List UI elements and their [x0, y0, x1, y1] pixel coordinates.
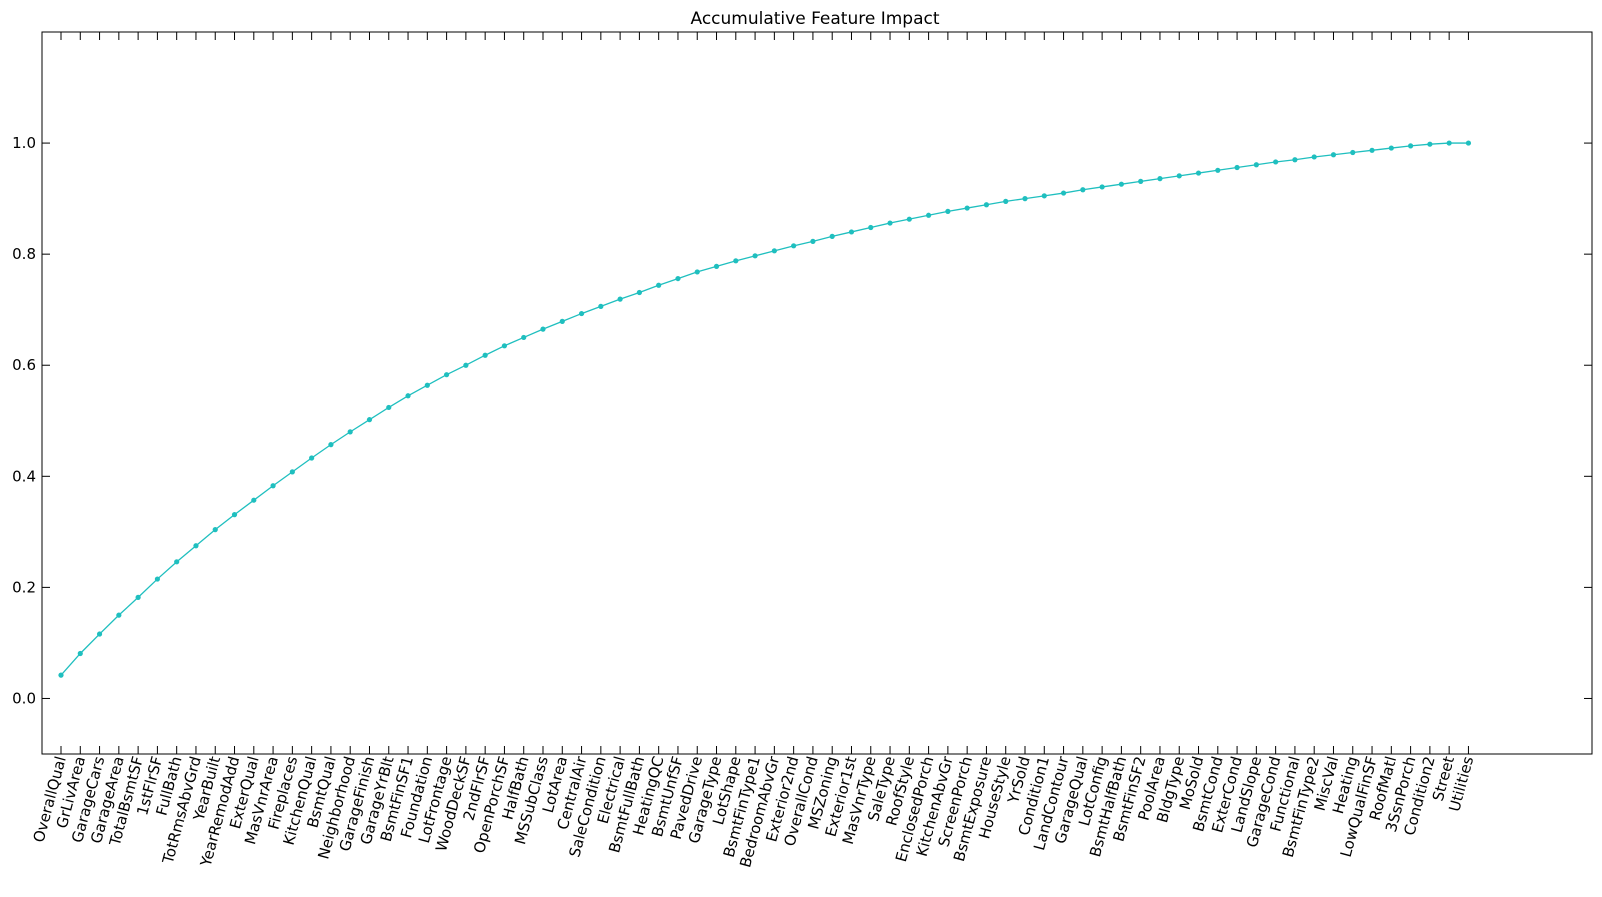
data-point [848, 229, 855, 235]
data-point [1273, 159, 1279, 165]
data-point [424, 382, 430, 388]
data-point [1330, 152, 1337, 158]
data-point [366, 417, 373, 423]
data-point [1080, 187, 1086, 193]
data-point [501, 343, 508, 349]
data-point [58, 672, 64, 678]
data-point [1465, 140, 1472, 146]
data-point [116, 612, 122, 618]
data-point [270, 483, 276, 489]
data-point [231, 512, 238, 518]
data-point [251, 497, 257, 503]
data-point [1157, 176, 1163, 182]
data-point [559, 318, 565, 324]
data-point [193, 543, 199, 549]
data-point [1311, 154, 1317, 160]
data-point [1234, 164, 1240, 171]
data-point [1195, 170, 1202, 176]
data-point [675, 275, 681, 282]
x-axis: OverallQualGrLivAreaGarageCarsGarageArea… [30, 32, 1477, 869]
data-point [521, 334, 527, 341]
data-point [752, 253, 758, 259]
data-point [598, 303, 604, 309]
data-point [444, 372, 450, 378]
data-point [926, 212, 932, 218]
data-point [887, 220, 893, 226]
data-point [1388, 145, 1394, 151]
data-point [829, 233, 835, 239]
chart-title: Accumulative Feature Impact [690, 9, 939, 29]
data-point [347, 429, 353, 435]
data-point [1060, 190, 1067, 196]
data-point [135, 594, 141, 600]
series-layer [58, 140, 1472, 678]
data-point [906, 216, 912, 222]
plot-area-frame [41, 31, 1593, 755]
data-point [1118, 181, 1124, 187]
data-point [945, 208, 951, 214]
data-point [328, 442, 334, 448]
data-point [1253, 162, 1259, 168]
data-point [309, 455, 315, 461]
data-point [1176, 173, 1182, 179]
data-point [405, 393, 411, 399]
data-point [791, 243, 797, 249]
data-point [540, 326, 546, 332]
y-axis: 0.0 0.2 0.4 0.6 0.8 1.0 [12, 134, 1592, 707]
data-point [386, 404, 392, 411]
data-point [733, 258, 739, 264]
data-point [463, 362, 469, 368]
y-tick-label: 0.2 [12, 578, 36, 596]
data-point [482, 352, 488, 358]
data-point [713, 263, 720, 269]
data-point [289, 469, 295, 475]
data-point [1003, 198, 1009, 204]
data-point [174, 559, 180, 565]
data-point [1022, 196, 1028, 202]
y-tick-label: 0.6 [12, 356, 36, 374]
data-point [1446, 140, 1452, 146]
data-point [983, 202, 990, 208]
data-point [636, 289, 643, 296]
data-point [810, 238, 816, 244]
y-tick-label: 0.0 [12, 689, 36, 707]
data-point [1099, 184, 1105, 190]
data-point [212, 527, 218, 533]
data-point [578, 310, 585, 317]
data-point [1292, 157, 1298, 163]
data-point [96, 631, 103, 637]
data-point [1350, 149, 1356, 156]
y-tick-label: 0.8 [12, 245, 36, 263]
y-tick-label: 0.4 [12, 467, 36, 485]
data-point [694, 269, 700, 275]
data-point [1215, 167, 1221, 173]
y-tick-label: 1.0 [12, 134, 36, 152]
series-line [60, 142, 1469, 676]
data-point [1427, 141, 1433, 147]
data-point [1138, 178, 1144, 184]
data-point [656, 282, 662, 288]
data-point [77, 650, 83, 657]
data-point [154, 576, 160, 582]
data-point [964, 205, 970, 211]
data-point [1408, 143, 1414, 149]
data-point [617, 296, 623, 302]
data-point [868, 224, 874, 231]
data-point [771, 248, 777, 254]
data-point [1041, 193, 1047, 199]
data-point [1369, 147, 1375, 153]
